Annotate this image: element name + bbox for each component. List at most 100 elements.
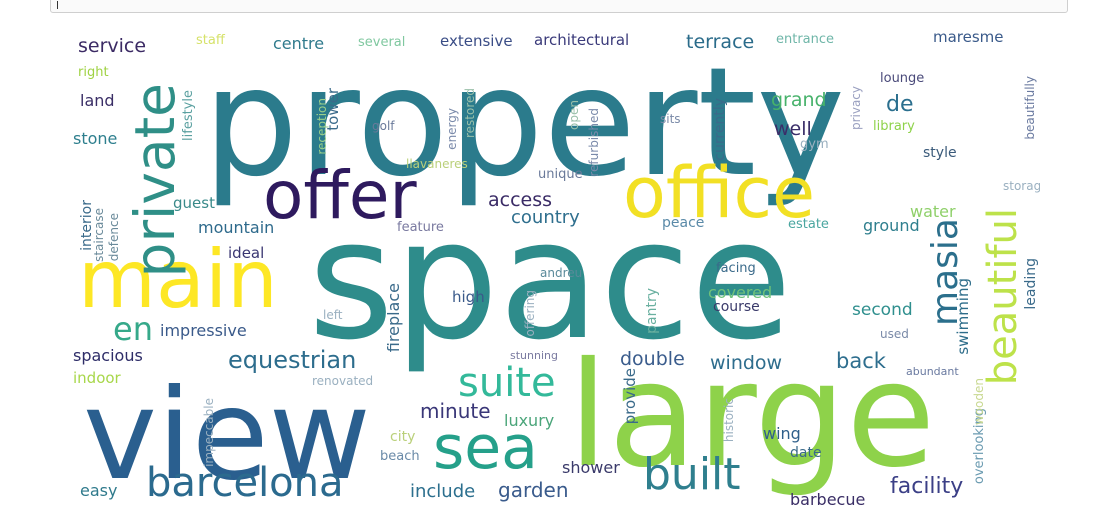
word-private: private [123, 83, 187, 278]
text-caret [57, 1, 58, 9]
word-suite: suite [458, 360, 556, 406]
word-library: library [873, 119, 915, 134]
word-course: course [713, 299, 760, 315]
word-grand: grand [771, 89, 827, 111]
word-garden: garden [498, 478, 569, 502]
word-leading: leading [1023, 258, 1039, 310]
word-facing: facing [716, 261, 756, 276]
word-lifestyle: lifestyle [181, 90, 196, 141]
word-window: window [710, 352, 783, 374]
word-style: style [923, 145, 957, 161]
word-space: space [308, 184, 793, 376]
word-privacy: privacy [849, 86, 863, 131]
word-golf: golf [372, 119, 395, 133]
word-reception: reception [315, 98, 329, 155]
word-stone: stone [73, 129, 118, 148]
word-storage: storage [1003, 179, 1040, 193]
word-gym: gym [800, 137, 829, 152]
word-large: large [568, 331, 936, 500]
word-beautiful: beautiful [980, 208, 1026, 386]
word-back: back [836, 349, 886, 373]
word-left: left [323, 308, 343, 322]
word-land: land [80, 91, 115, 110]
word-cloud-image: property space view large main office offer pri… [68, 28, 1040, 512]
word-well: well [774, 118, 812, 140]
word-restored: restored [463, 88, 477, 139]
word-facility: facility [890, 474, 964, 499]
word-impressive: impressive [160, 321, 247, 340]
word-provide: provide [621, 368, 639, 425]
word-ground: ground [863, 216, 920, 235]
word-open: open [567, 100, 581, 130]
word-renovated: renovated [312, 374, 374, 388]
word-property: property [203, 36, 846, 210]
word-entrance: entrance [776, 32, 835, 47]
word-maresme: maresme [933, 28, 1004, 46]
word-covered: covered [708, 283, 773, 302]
word-city: city [390, 429, 416, 445]
word-defence: defence [107, 213, 121, 262]
word-luxury: luxury [504, 411, 555, 430]
word-lounge: lounge [880, 71, 925, 86]
word-minute: minute [420, 399, 491, 423]
word-right: right [78, 65, 109, 80]
word-high: high [452, 288, 485, 306]
word-stunning: stunning [510, 349, 558, 362]
word-service: service [78, 35, 147, 57]
word-swimming: swimming [954, 278, 972, 355]
word-barbecue: barbecue [790, 490, 866, 509]
word-wing: wing [763, 424, 801, 443]
word-offer: offer [263, 157, 417, 234]
word-sits: sits [660, 112, 681, 126]
word-energy: energy [445, 108, 459, 150]
word-architectural: architectural [534, 31, 630, 49]
word-historic: historic [722, 398, 736, 443]
code-input-field[interactable] [50, 0, 1068, 13]
word-beach: beach [380, 449, 420, 464]
word-andreu: andreu [540, 266, 583, 280]
word-several: several [358, 35, 406, 50]
word-sea: sea [433, 413, 538, 483]
word-estate: estate [788, 217, 829, 232]
word-de: de [886, 92, 914, 117]
word-refurbished: refurbished [587, 108, 601, 177]
word-currently: currently [712, 98, 728, 161]
word-main: main [78, 233, 278, 326]
word-staff: staff [196, 33, 225, 48]
word-centre: centre [273, 34, 325, 53]
word-indoor: indoor [73, 369, 121, 387]
word-water: water [910, 202, 956, 221]
word-en: en [113, 310, 153, 348]
word-used: used [880, 327, 909, 341]
word-shower: shower [562, 458, 620, 477]
word-easy: easy [80, 481, 118, 500]
word-double: double [620, 348, 685, 370]
word-access: access [488, 189, 553, 211]
word-barcelona: barcelona [146, 460, 344, 506]
word-date: date [790, 445, 822, 461]
word-peace: peace [662, 215, 705, 231]
word-terrace: terrace [686, 31, 755, 53]
word-built: built [643, 449, 741, 500]
word-country: country [511, 207, 580, 228]
word-wooden: wooden [972, 378, 986, 426]
word-abundant: abundant [906, 365, 959, 378]
word-mountain: mountain [198, 218, 275, 237]
word-guest: guest [173, 194, 215, 212]
word-offering: offering [523, 290, 537, 337]
word-staircase: staircase [92, 208, 106, 262]
word-office: office [623, 152, 816, 234]
word-include: include [410, 481, 476, 502]
word-fireplace: fireplace [384, 283, 403, 353]
word-second: second [852, 300, 913, 320]
word-pantry: pantry [644, 288, 660, 334]
word-ideal: ideal [228, 244, 265, 262]
word-impeccable: impeccable [202, 398, 216, 467]
word-feature: feature [397, 220, 444, 235]
word-beautifully: beautifully [1023, 76, 1037, 140]
word-view: view [83, 363, 371, 508]
word-extensive: extensive [440, 32, 513, 50]
word-llavaneres: llavaneres [406, 157, 468, 171]
word-spacious: spacious [73, 346, 143, 365]
word-equestrian: equestrian [228, 346, 357, 374]
